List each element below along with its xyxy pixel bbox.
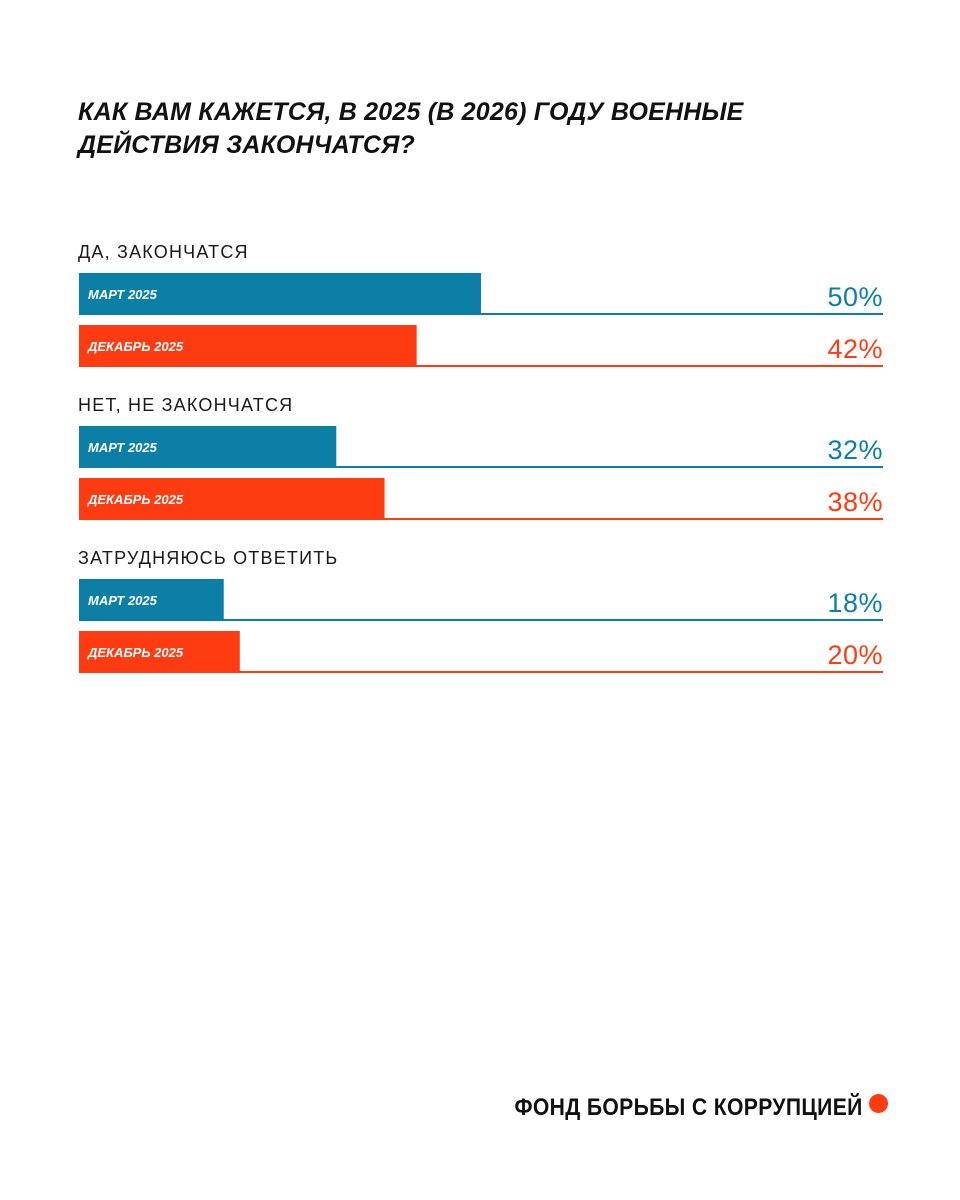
bar <box>79 631 240 673</box>
category-label: НЕТ, НЕ ЗАКОНЧАТСЯ <box>78 395 293 415</box>
brand-dot-icon <box>869 1094 888 1113</box>
bar <box>79 478 385 520</box>
value-label: 38% <box>827 487 883 517</box>
category-label: ЗАТРУДНЯЮСЬ ОТВЕТИТЬ <box>78 548 338 568</box>
bar <box>79 325 417 367</box>
bar <box>79 579 224 621</box>
footer-brand: ФОНД БОРЬБЫ С КОРРУПЦИЕЙ <box>467 1090 888 1126</box>
organization-name: ФОНД БОРЬБЫ С КОРРУПЦИЕЙ <box>514 1094 863 1121</box>
value-label: 32% <box>827 435 883 465</box>
bar <box>79 273 481 315</box>
value-label: 42% <box>827 334 883 364</box>
bar-series-label: МАРТ 2025 <box>88 287 158 302</box>
bar-chart: ДА, ЗАКОНЧАТСЯ МАРТ 2025 50% ДЕКАБРЬ 2025 42… <box>78 242 883 673</box>
bar-series-label: МАРТ 2025 <box>88 440 158 455</box>
chart-title: КАК ВАМ КАЖЕТСЯ, В 2025 (В 2026) ГОДУ ВО… <box>78 98 744 159</box>
value-label: 18% <box>827 588 883 618</box>
value-label: 20% <box>827 640 883 670</box>
bar <box>79 426 337 468</box>
bar-series-label: МАРТ 2025 <box>88 593 158 608</box>
bar-series-label: ДЕКАБРЬ 2025 <box>87 339 184 354</box>
value-label: 50% <box>827 282 883 312</box>
bar-series-label: ДЕКАБРЬ 2025 <box>87 645 184 660</box>
bar-series-label: ДЕКАБРЬ 2025 <box>87 492 184 507</box>
category-label: ДА, ЗАКОНЧАТСЯ <box>78 242 249 262</box>
